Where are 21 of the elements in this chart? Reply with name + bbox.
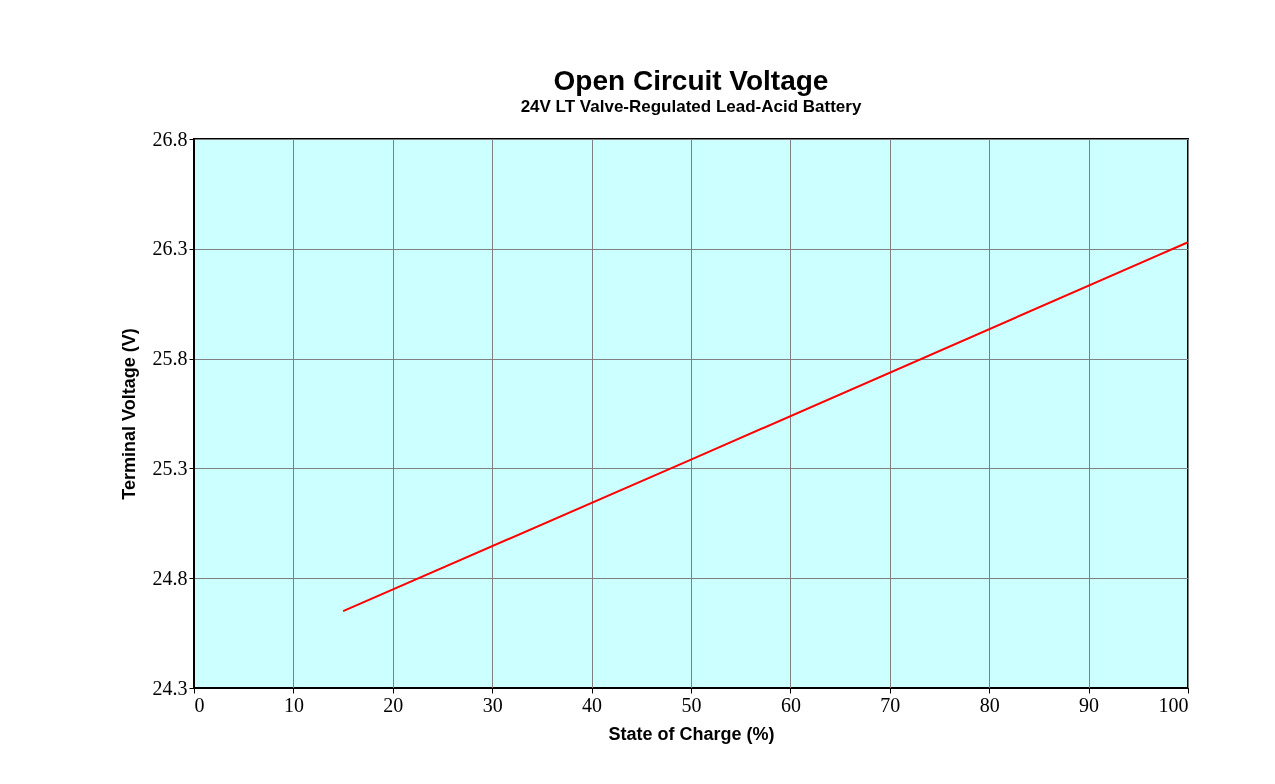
x-tick-label: 10 — [283, 693, 304, 716]
x-tick-label: 0 — [194, 693, 205, 716]
y-tick-label: 26.8 — [152, 127, 188, 150]
x-tick-label: 100 — [1158, 693, 1189, 716]
x-tick-label: 20 — [383, 693, 404, 716]
y-axis-title: Terminal Voltage (V) — [118, 328, 139, 500]
x-tick-label: 90 — [1079, 693, 1100, 716]
y-tick-label: 25.3 — [152, 456, 188, 479]
y-tick-label: 25.8 — [152, 347, 188, 370]
chart-subtitle: 24V LT Valve-Regulated Lead-Acid Battery — [520, 97, 862, 116]
chart-title: Open Circuit Voltage — [553, 65, 829, 96]
x-tick-label: 70 — [880, 693, 901, 716]
x-axis-title: State of Charge (%) — [608, 723, 775, 744]
x-tick-label: 80 — [979, 693, 1000, 716]
x-tick-label: 50 — [681, 693, 702, 716]
y-tick-label: 26.3 — [152, 237, 188, 260]
x-tick-label: 40 — [582, 693, 603, 716]
x-tick-label: 60 — [780, 693, 801, 716]
y-tick-label: 24.3 — [152, 676, 188, 699]
y-tick-label: 24.8 — [152, 566, 188, 589]
x-tick-label: 30 — [482, 693, 503, 716]
